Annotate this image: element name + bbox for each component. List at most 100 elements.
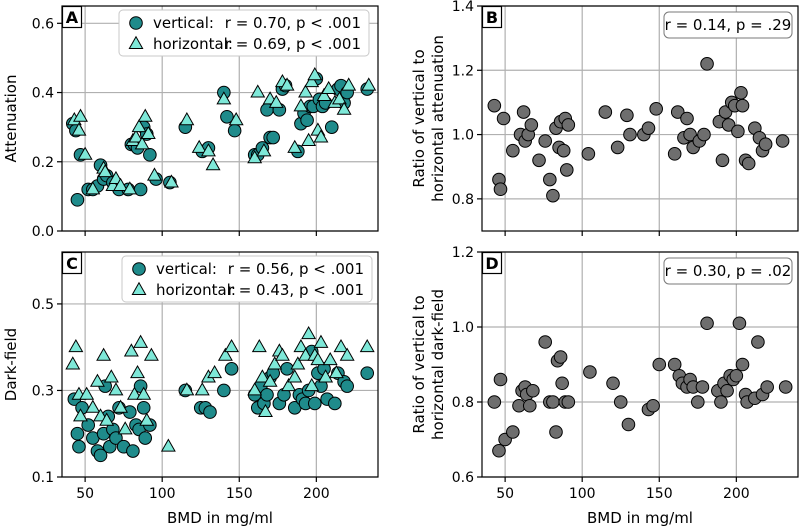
data-point-ratio	[718, 105, 733, 119]
data-point-ratio	[683, 127, 697, 142]
panel-B: 0.8 1.0 1.2 1.4 Ratio of vertical tohorizont…	[410, 0, 799, 236]
data-point-vertical	[203, 405, 217, 419]
data-point-horizontal	[123, 343, 139, 357]
y-tick-label: 1.2	[452, 245, 474, 261]
y-tick-label: 0.6	[32, 16, 54, 32]
panel-letter: A	[61, 5, 83, 29]
data-point-ratio	[778, 380, 793, 394]
data-point-horizontal	[126, 386, 142, 400]
legend-label: horizontal:	[156, 281, 236, 299]
data-point-ratio	[546, 188, 560, 203]
legend-label: horizontal:	[153, 35, 233, 53]
stats-annotation: r = 0.30, p = .02	[663, 257, 793, 285]
data-point-vertical	[300, 113, 314, 128]
x-tick-label: 150	[226, 486, 253, 502]
data-point-vertical	[81, 418, 96, 432]
data-points	[65, 67, 377, 207]
legend-label: vertical:	[156, 260, 217, 278]
data-point-ratio	[670, 105, 685, 119]
data-point-ratio	[646, 398, 660, 413]
data-point-horizontal	[290, 356, 306, 370]
panel-D: 0.6 0.8 1.0 1.2 50 100 150 200 Ratio of vertical…	[410, 245, 799, 527]
y-axis-title: Attenuation	[2, 75, 20, 163]
data-point-horizontal	[298, 347, 314, 361]
data-point-ratio	[714, 395, 728, 409]
legend-stat: r = 0.70, p < .001	[225, 14, 361, 32]
data-points	[487, 316, 793, 458]
data-point-ratio	[732, 316, 747, 331]
data-point-ratio	[775, 134, 790, 148]
data-point-vertical	[93, 448, 108, 463]
data-point-vertical	[220, 109, 234, 124]
y-axis-title: Dark-field	[2, 328, 20, 401]
plot-frame	[61, 251, 379, 478]
data-point-ratio	[729, 368, 744, 383]
plot-frame	[481, 5, 799, 232]
stats-annotation-box	[663, 257, 793, 285]
data-point-horizontal	[293, 98, 309, 112]
series-ratio	[487, 316, 793, 458]
data-point-horizontal	[333, 338, 349, 353]
data-point-horizontal	[97, 163, 113, 178]
data-point-vertical	[340, 379, 354, 393]
data-point-horizontal	[89, 373, 105, 387]
x-axis-title: BMD in mg/ml	[167, 509, 273, 527]
data-point-vertical	[136, 400, 151, 415]
data-point-horizontal	[281, 377, 297, 392]
data-point-vertical	[328, 396, 342, 411]
plot-frame	[61, 5, 379, 232]
series-horizontal	[65, 325, 375, 452]
legend-box	[121, 255, 373, 303]
data-point-ratio	[741, 156, 756, 171]
series-horizontal	[66, 67, 377, 195]
x-axis-title: BMD in mg/ml	[587, 509, 693, 527]
data-point-ratio	[526, 383, 540, 398]
data-point-ratio	[735, 357, 750, 372]
data-point-ratio	[610, 140, 625, 155]
data-point-horizontal	[331, 91, 347, 105]
data-point-ratio	[496, 111, 511, 126]
data-point-horizontal	[77, 146, 93, 160]
data-point-horizontal	[131, 118, 147, 133]
data-point-horizontal	[134, 136, 150, 150]
data-point-ratio	[561, 118, 576, 132]
data-point-vertical	[72, 439, 86, 454]
data-point-horizontal	[136, 386, 152, 400]
legend: vertical: r = 0.56, p < .001 horizontal:r …	[121, 255, 373, 303]
data-point-horizontal	[130, 364, 146, 379]
data-point-ratio	[613, 395, 628, 409]
y-tick-label: 1.0	[452, 320, 474, 336]
y-tick-label: 1.2	[452, 63, 474, 79]
data-point-horizontal	[194, 382, 210, 396]
data-point-horizontal	[137, 108, 153, 122]
legend-marker-horizontal	[131, 281, 147, 295]
data-point-vertical	[260, 387, 274, 402]
stats-annotation-text: r = 0.14, p = .29	[665, 16, 792, 34]
data-point-horizontal	[267, 356, 283, 370]
data-point-horizontal	[71, 122, 87, 136]
axis-ticks: 0.1 0.3 0.5 50 100 150 200	[32, 297, 330, 502]
data-point-horizontal	[316, 87, 332, 101]
data-point-ratio	[555, 376, 569, 391]
stats-annotation-box	[663, 11, 793, 39]
data-point-ratio	[680, 111, 694, 126]
data-point-horizontal	[117, 421, 133, 435]
data-point-vertical	[224, 362, 239, 376]
data-points	[65, 325, 375, 463]
data-point-horizontal	[257, 403, 273, 418]
series-ratio	[487, 57, 790, 203]
legend-box	[118, 9, 370, 57]
axis-ticks: 0.8 1.0 1.2 1.4	[452, 0, 737, 236]
data-point-horizontal	[322, 351, 338, 366]
data-point-ratio	[506, 425, 520, 439]
data-point-horizontal	[179, 112, 195, 126]
data-point-vertical	[126, 444, 140, 458]
stats-annotation-text: r = 0.30, p = .02	[665, 262, 792, 280]
data-point-ratio	[583, 365, 597, 379]
data-point-horizontal	[216, 91, 232, 105]
data-point-ratio	[556, 143, 571, 158]
data-point-horizontal	[262, 373, 278, 387]
data-point-ratio	[697, 127, 711, 142]
panel-letter-text: D	[485, 254, 498, 273]
x-tick-label: 50	[76, 486, 94, 502]
